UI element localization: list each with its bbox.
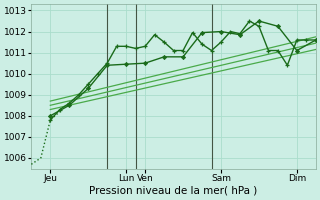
X-axis label: Pression niveau de la mer( hPa ): Pression niveau de la mer( hPa ) [90, 186, 258, 196]
